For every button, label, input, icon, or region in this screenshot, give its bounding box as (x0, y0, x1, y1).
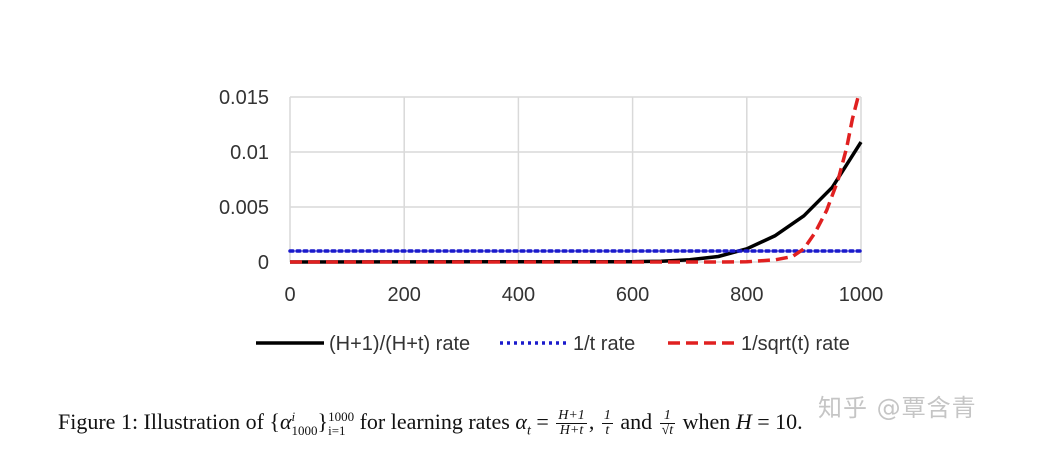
legend: (H+1)/(H+t) rate 1/t rate 1/sqrt(t) rate (256, 333, 850, 355)
caption-when: when (677, 409, 736, 434)
caption-alpha-t-sub: t (526, 423, 531, 439)
caption-H: H (735, 409, 752, 434)
plot-background (290, 97, 861, 262)
caption-alpha-sup: i (291, 408, 296, 424)
fraction-2-denominator: t (605, 423, 610, 439)
fraction-1-numerator: H+1 (556, 408, 587, 425)
caption-tail: = 10. (751, 409, 803, 434)
y-tick-labels: 0.015 0.01 0.005 0 (219, 87, 269, 274)
caption-mid: for learning rates (354, 409, 516, 434)
y-tick-label: 0 (258, 252, 269, 274)
caption-prefix: Figure 1: Illustration of { (58, 409, 280, 434)
figure-caption: Figure 1: Illustration of {α i 1000} 1000 i=… (58, 404, 803, 449)
legend-label-1: (H+1)/(H+t) rate (329, 333, 470, 355)
caption-alpha-sub: 1000 (291, 422, 318, 438)
caption-and: and (614, 409, 658, 434)
fraction-3-denominator: √t (661, 423, 674, 439)
x-tick-label: 600 (616, 284, 649, 306)
caption-range-sub: i=1 (328, 422, 346, 438)
watermark: 知乎 @覃含青 (818, 394, 977, 422)
caption-alpha: α (279, 409, 292, 434)
caption-close-brace: } (317, 409, 329, 434)
x-tick-label: 200 (388, 284, 421, 306)
caption-alpha-indices: i 1000 (291, 408, 318, 438)
x-tick-label: 0 (284, 284, 295, 306)
x-tick-label: 800 (730, 284, 763, 306)
caption-range: 1000 i=1 (328, 408, 355, 438)
fraction-2-numerator: 1 (601, 408, 613, 425)
caption-fraction-3: 1 √t (659, 409, 676, 439)
caption-fraction-1: H+1 H+t (556, 409, 587, 438)
x-tick-label: 400 (502, 284, 535, 306)
series-layer (288, 96, 863, 264)
x-tick-label: 1000 (839, 284, 884, 306)
y-tick-label: 0.015 (219, 87, 269, 109)
fraction-3-numerator: 1 (659, 409, 676, 425)
caption-equals: = (530, 409, 555, 434)
y-tick-label: 0.005 (219, 197, 269, 219)
x-tick-labels: 0 200 400 600 800 1000 (284, 284, 883, 306)
fraction-1-denominator: H+t (559, 423, 584, 439)
legend-label-3: 1/sqrt(t) rate (741, 333, 850, 355)
caption-comma: , (588, 409, 600, 434)
y-tick-label: 0.01 (230, 142, 269, 164)
caption-alpha-t: α (515, 409, 527, 434)
series-line-3 (290, 96, 860, 264)
legend-label-2: 1/t rate (573, 333, 635, 355)
caption-range-sup: 1000 (328, 408, 355, 424)
